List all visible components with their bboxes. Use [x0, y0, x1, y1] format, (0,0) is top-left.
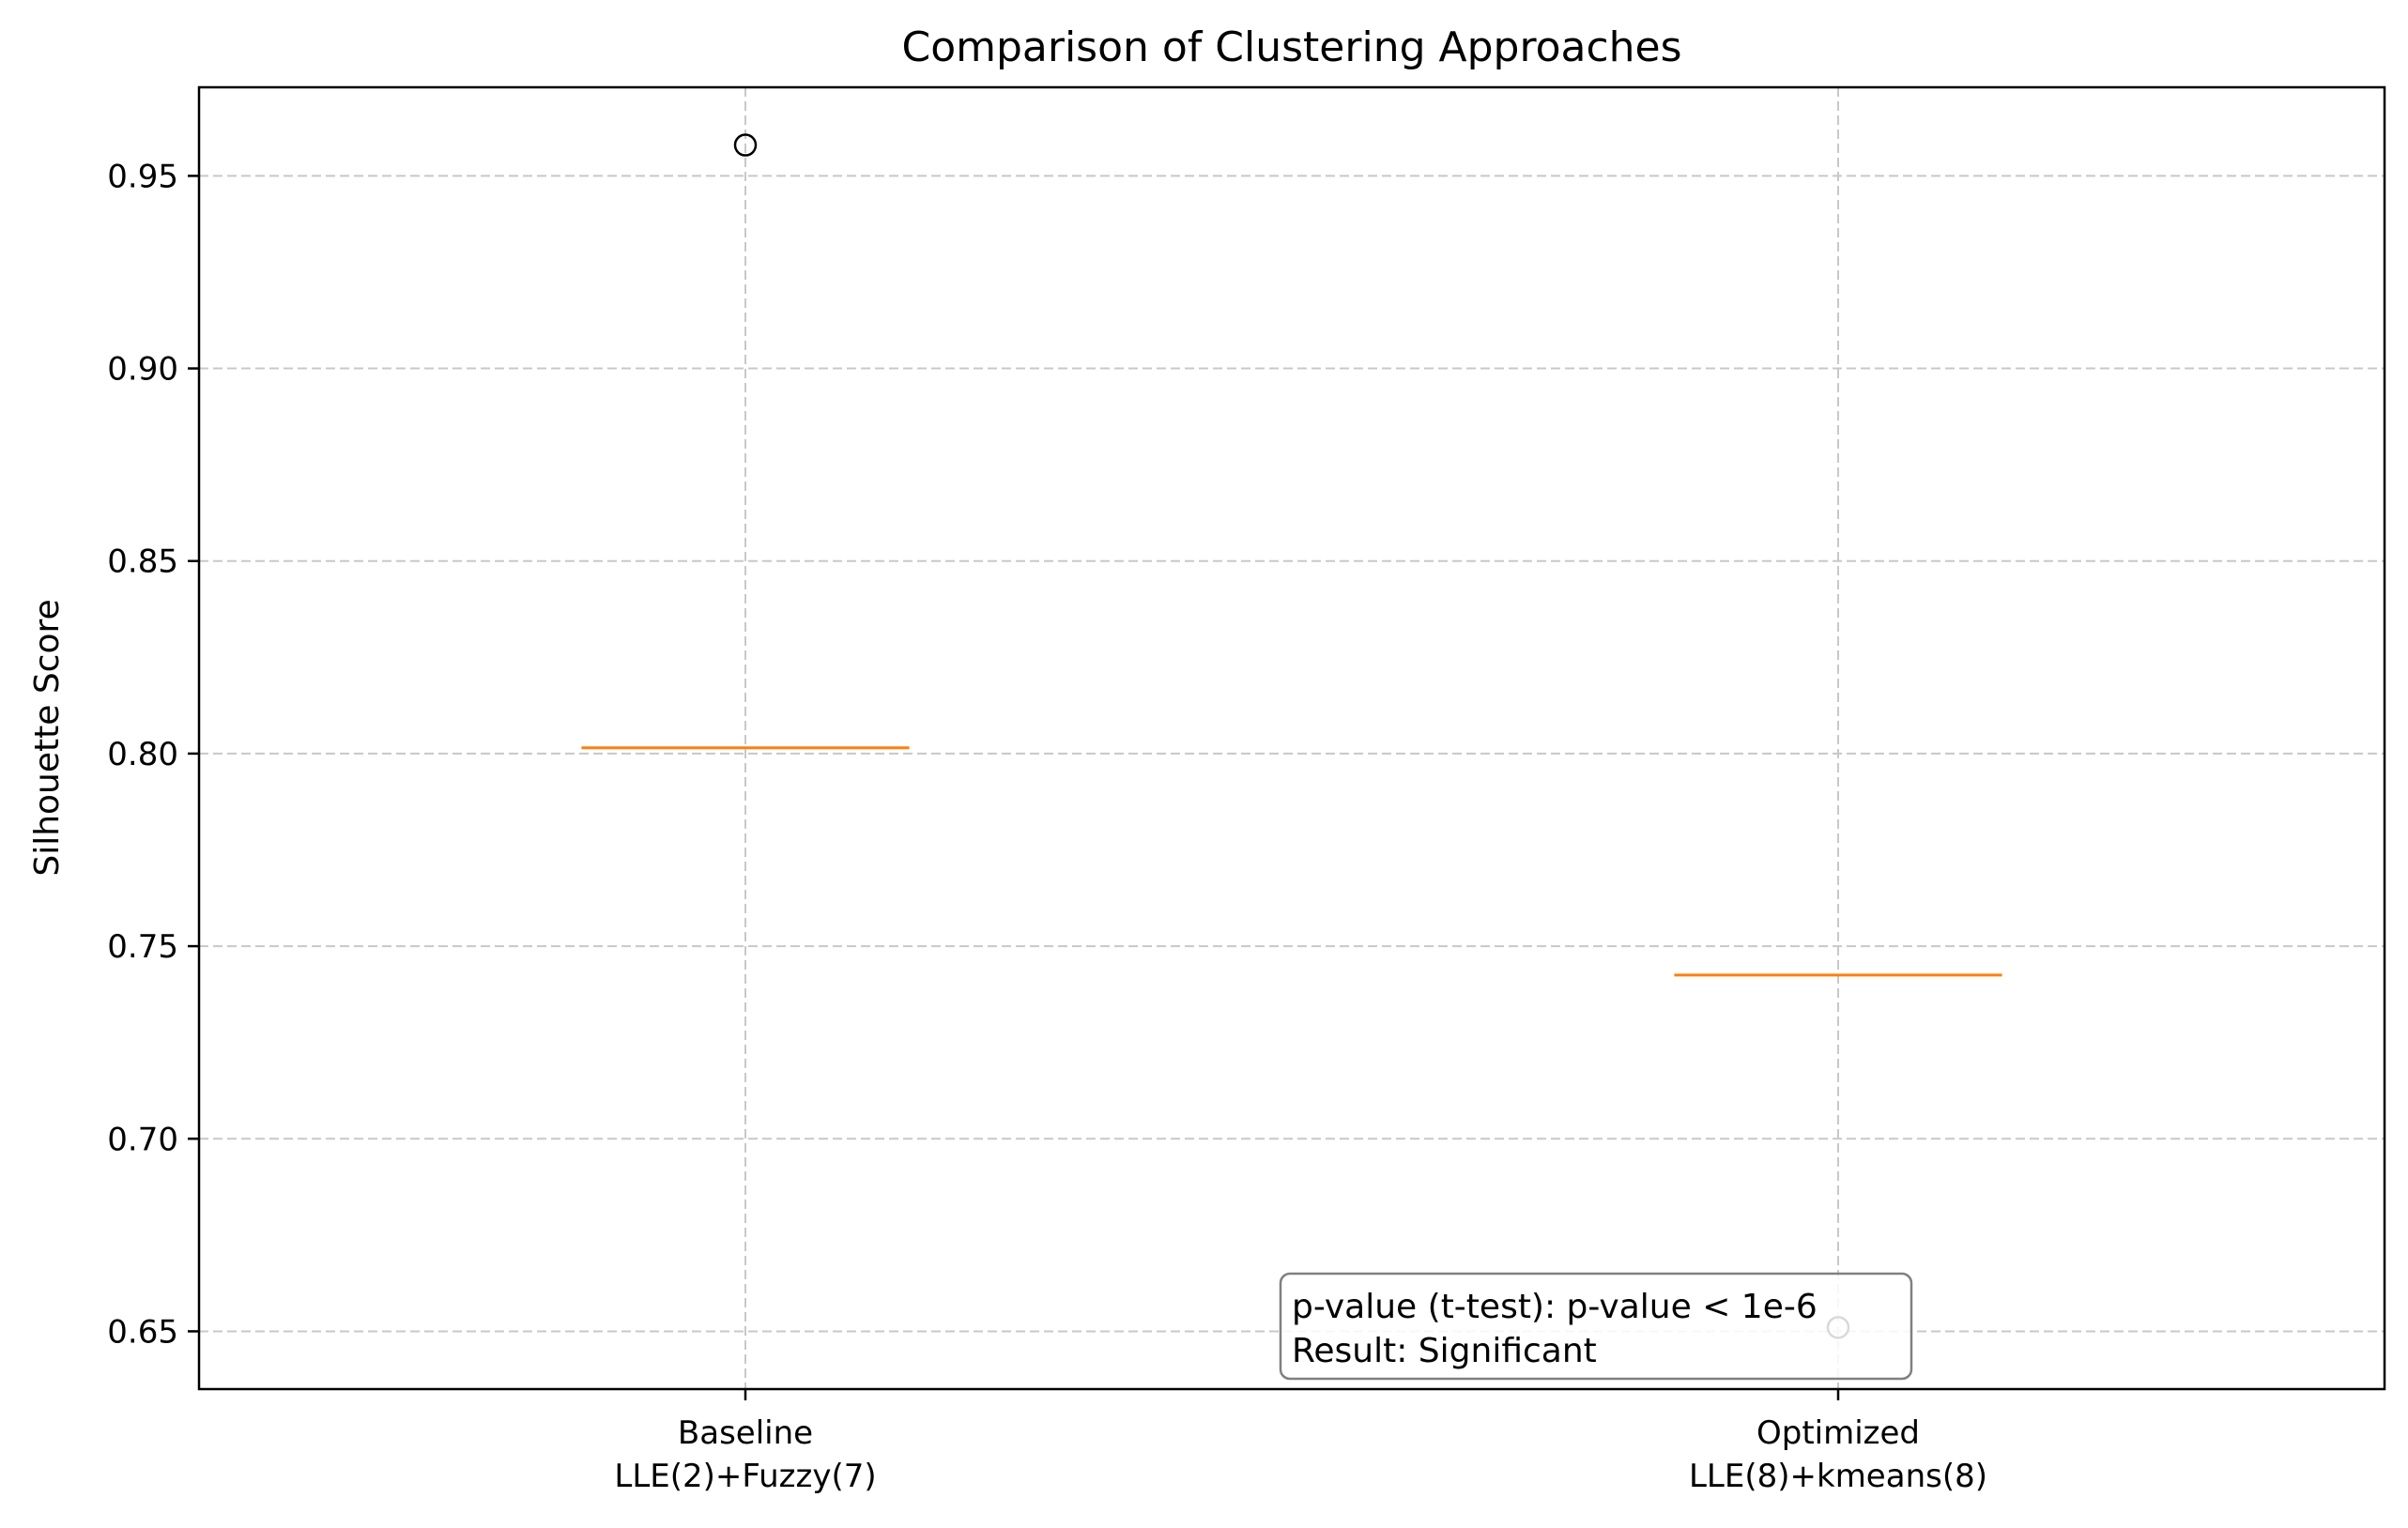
x-tick-label: Baseline	[678, 1414, 813, 1452]
ticks-layer: 0.65 0.70 0.75 0.80 0.85 0.90 0.95 Baseline LLE(…	[107, 158, 1987, 1495]
annotation-pvalue: p-value (t-test): p-value < 1e-6	[1292, 1288, 1818, 1326]
y-tick-label: 0.80	[107, 736, 178, 773]
y-tick-label: 0.85	[107, 543, 178, 581]
box-group	[1674, 973, 2002, 1339]
box-group	[581, 133, 910, 750]
chart-title: Comparison of Clustering Approaches	[901, 23, 1681, 71]
marks-layer	[581, 133, 2002, 1339]
y-tick-label: 0.70	[107, 1121, 178, 1158]
y-tick-label: 0.95	[107, 158, 178, 195]
annotation-result: Result: Significant	[1292, 1332, 1597, 1370]
annotation-frame	[1279, 1272, 1913, 1381]
grid-layer	[199, 87, 2385, 1389]
x-tick-label: Optimized	[1756, 1414, 1920, 1452]
y-tick-label: 0.75	[107, 928, 178, 966]
y-tick-label: 0.90	[107, 351, 178, 389]
outlier-point	[733, 133, 758, 157]
y-axis-label: Silhouette Score	[28, 599, 67, 876]
x-tick-sublabel: LLE(8)+kmeans(8)	[1689, 1458, 1987, 1495]
annotation-box: p-value (t-test): p-value < 1e-6 Result:…	[1279, 1272, 1913, 1381]
x-tick-sublabel: LLE(2)+Fuzzy(7)	[614, 1458, 876, 1495]
plot-frame	[197, 85, 2386, 1391]
y-tick-label: 0.65	[107, 1313, 178, 1351]
